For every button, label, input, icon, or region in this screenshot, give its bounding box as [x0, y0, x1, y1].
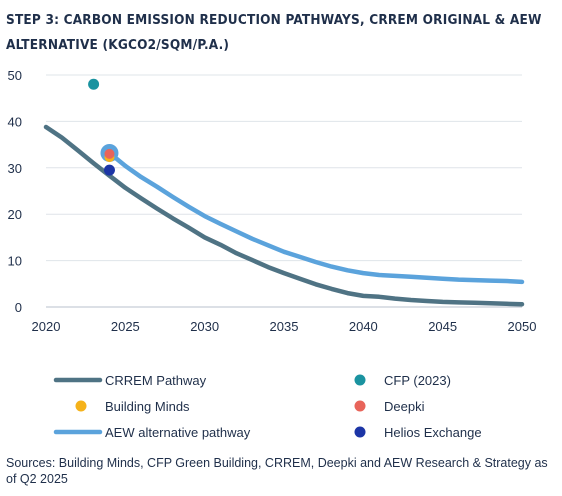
legend-label-helios-exchange: Helios Exchange: [384, 425, 482, 440]
x-tick-label: 2030: [190, 319, 219, 334]
y-axis-ticks: 0 10 20 30 40 50: [8, 68, 22, 315]
series-line-crrem-pathway: [43, 124, 525, 307]
legend-swatch-cfp-2023: [354, 374, 366, 386]
source-note: Sources: Building Minds, CFP Green Build…: [6, 456, 548, 486]
legend-swatch-deepki: [354, 400, 366, 412]
y-tick-label: 0: [15, 300, 22, 315]
x-tick-label: 2020: [32, 319, 61, 334]
legend-label-crrem-pathway: CRREM Pathway: [105, 373, 207, 388]
x-tick-label: 2045: [428, 319, 457, 334]
legend-label-deepki: Deepki: [384, 399, 425, 414]
data-point-cfp-2023: [88, 78, 100, 90]
x-tick-label: 2050: [508, 319, 537, 334]
x-tick-label: 2040: [349, 319, 378, 334]
legend-swatch-helios-exchange: [354, 426, 366, 438]
y-tick-label: 20: [8, 207, 22, 222]
legend-label-cfp-2023: CFP (2023): [384, 373, 451, 388]
legend-label-aew-alternative-pathway: AEW alternative pathway: [105, 425, 251, 440]
y-tick-label: 10: [8, 254, 22, 269]
series-lines: [43, 124, 525, 307]
x-tick-label: 2025: [111, 319, 140, 334]
y-tick-label: 50: [8, 68, 22, 83]
y-tick-label: 30: [8, 161, 22, 176]
legend: CRREM Pathway CFP (2023) Building Minds Dee…: [53, 373, 482, 440]
data-point-helios-exchange: [103, 164, 115, 176]
x-tick-label: 2035: [270, 319, 299, 334]
legend-label-building-minds: Building Minds: [105, 399, 190, 414]
chart-title: STEP 3: CARBON EMISSION REDUCTION PATHWA…: [6, 12, 542, 53]
series-points: [88, 78, 119, 176]
legend-swatch-building-minds: [75, 400, 87, 412]
y-tick-label: 40: [8, 114, 22, 129]
series-line-aew-alternative-pathway: [107, 150, 525, 285]
data-point-deepki: [104, 148, 115, 159]
x-axis-ticks: 2020 2025 2030 2035 2040 2045 2050: [32, 319, 537, 334]
